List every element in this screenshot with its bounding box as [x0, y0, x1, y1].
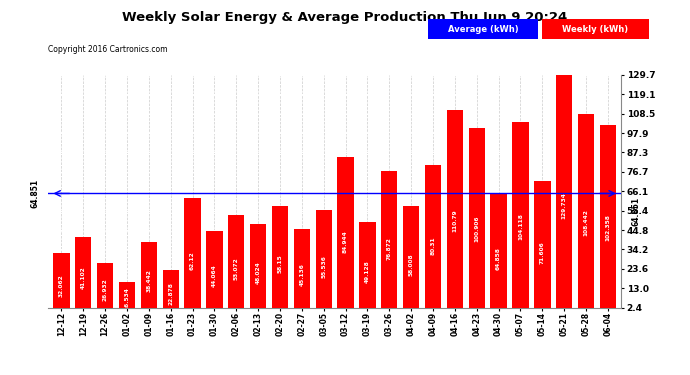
Bar [359, 222, 375, 312]
Text: 80.31: 80.31 [431, 237, 435, 255]
Text: Average (kWh): Average (kWh) [448, 25, 518, 34]
Text: 108.442: 108.442 [584, 209, 589, 236]
Text: 104.118: 104.118 [518, 213, 523, 240]
Bar [272, 206, 288, 312]
Bar [315, 210, 332, 312]
Text: 53.072: 53.072 [234, 257, 239, 280]
Text: 58.008: 58.008 [408, 253, 414, 276]
Bar [184, 198, 201, 312]
Bar [556, 75, 573, 312]
Bar [491, 194, 506, 312]
Bar [425, 165, 441, 312]
Bar [53, 254, 70, 312]
Bar [75, 237, 92, 312]
Bar [141, 242, 157, 312]
Bar [163, 270, 179, 312]
Text: 58.15: 58.15 [277, 255, 282, 273]
Text: 76.872: 76.872 [387, 237, 392, 260]
Bar [250, 224, 266, 312]
Text: 110.79: 110.79 [453, 210, 457, 232]
Bar [469, 128, 485, 312]
Bar [403, 206, 420, 312]
Text: 64.851: 64.851 [632, 197, 641, 226]
Text: 22.878: 22.878 [168, 282, 173, 304]
Bar [600, 125, 616, 312]
Bar [206, 231, 223, 312]
Text: 71.606: 71.606 [540, 242, 545, 264]
Bar [534, 181, 551, 312]
Bar [228, 215, 244, 312]
Bar [512, 122, 529, 312]
Bar [119, 282, 135, 312]
Text: 16.534: 16.534 [124, 287, 130, 310]
Text: 45.136: 45.136 [299, 263, 304, 286]
Text: Weekly (kWh): Weekly (kWh) [562, 25, 628, 34]
Text: 49.128: 49.128 [365, 260, 370, 283]
Text: 44.064: 44.064 [212, 264, 217, 287]
Text: 84.944: 84.944 [343, 231, 348, 254]
Text: 64.858: 64.858 [496, 247, 501, 270]
Text: 41.102: 41.102 [81, 267, 86, 290]
Text: 102.358: 102.358 [605, 214, 611, 241]
Text: 100.906: 100.906 [474, 216, 480, 242]
Bar [294, 230, 310, 312]
Text: 129.734: 129.734 [562, 192, 566, 219]
Bar [446, 110, 463, 312]
Text: Copyright 2016 Cartronics.com: Copyright 2016 Cartronics.com [48, 45, 168, 54]
Text: 26.932: 26.932 [103, 278, 108, 301]
Bar [97, 263, 113, 312]
Text: 62.12: 62.12 [190, 252, 195, 270]
Bar [381, 171, 397, 312]
Bar [578, 114, 594, 312]
Text: 32.062: 32.062 [59, 274, 64, 297]
Text: Weekly Solar Energy & Average Production Thu Jun 9 20:24: Weekly Solar Energy & Average Production… [122, 11, 568, 24]
Text: 64.851: 64.851 [30, 179, 40, 208]
Text: 48.024: 48.024 [255, 261, 261, 284]
Text: 38.442: 38.442 [146, 269, 151, 292]
Bar [337, 157, 354, 312]
Text: 55.536: 55.536 [322, 255, 326, 278]
